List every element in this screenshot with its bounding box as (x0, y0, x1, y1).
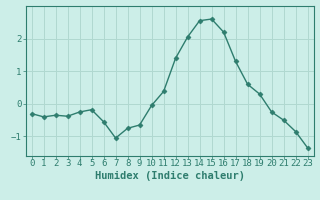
X-axis label: Humidex (Indice chaleur): Humidex (Indice chaleur) (95, 171, 244, 181)
